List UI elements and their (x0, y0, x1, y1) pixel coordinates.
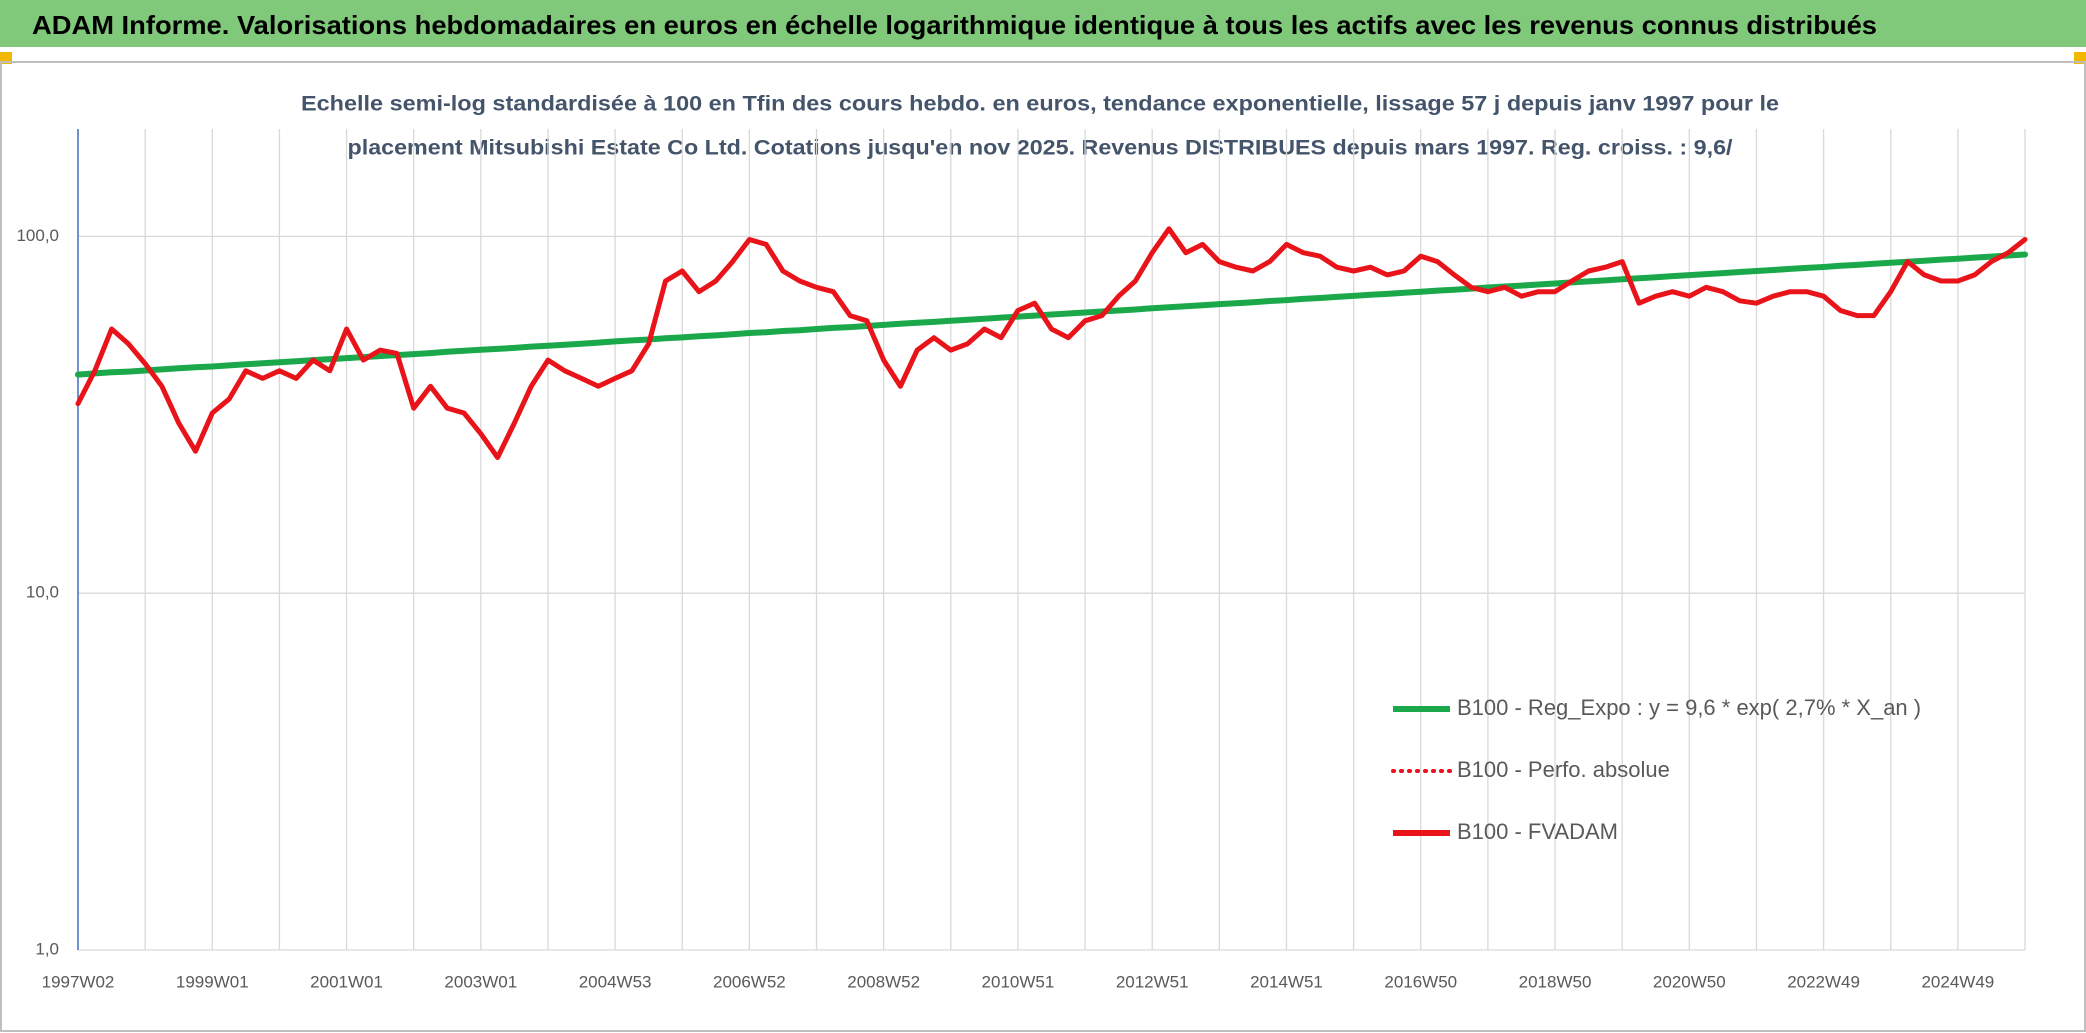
x-tick-label: 2003W01 (444, 972, 517, 991)
x-tick-label: 2022W49 (1787, 972, 1860, 991)
chart-title: ADAM Informe. Valorisations hebdomadaire… (32, 10, 1877, 40)
chart-subtitle: Echelle semi-log standardisée à 100 en T… (301, 93, 1779, 116)
legend-label: B100 - Perfo. absolue (1457, 757, 1670, 782)
series-line (75, 226, 2028, 460)
chart-border (0, 61, 2086, 1032)
x-tick-label: 1997W02 (42, 972, 115, 991)
y-tick-label: 100,0 (16, 226, 59, 245)
x-tick-label: 2024W49 (1921, 972, 1994, 991)
header-band (0, 0, 2086, 47)
legend-label: B100 - FVADAM (1457, 819, 1618, 844)
x-tick-label: 2008W52 (847, 972, 920, 991)
series-line (75, 251, 2028, 378)
y-tick-label: 10,0 (26, 583, 59, 602)
x-tick-label: 2018W50 (1519, 972, 1592, 991)
y-tick-label: 1,0 (35, 939, 59, 958)
x-tick-label: 2004W53 (579, 972, 652, 991)
x-tick-label: 2012W51 (1116, 972, 1189, 991)
x-tick-label: 1999W01 (176, 972, 249, 991)
plot-area (75, 226, 2028, 460)
chart-subtitle: placement Mitsubishi Estate Co Ltd. Cota… (348, 137, 1733, 160)
x-tick-label: 2006W52 (713, 972, 786, 991)
x-tick-label: 2010W51 (982, 972, 1055, 991)
legend: B100 - Reg_Expo : y = 9,6 * exp( 2,7% * … (1391, 695, 1921, 844)
grid: 1997W02 1999W01 2001W01 2003W01 2004W53 2006W… (16, 129, 2026, 991)
legend-label: B100 - Reg_Expo : y = 9,6 * exp( 2,7% * … (1457, 695, 1921, 720)
x-tick-label: 2016W50 (1384, 972, 1457, 991)
x-tick-label: 2001W01 (310, 972, 383, 991)
x-tick-label: 2020W50 (1653, 972, 1726, 991)
x-tick-label: 2014W51 (1250, 972, 1323, 991)
